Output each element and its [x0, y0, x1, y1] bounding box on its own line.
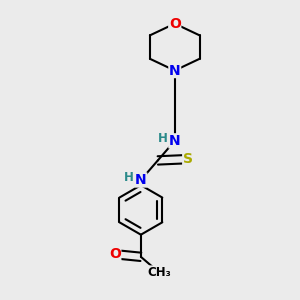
Text: CH₃: CH₃ [147, 266, 171, 279]
Text: H: H [158, 132, 168, 145]
Text: H: H [123, 171, 133, 184]
Text: N: N [169, 134, 181, 148]
Text: O: O [109, 247, 121, 261]
Text: N: N [135, 173, 147, 187]
Text: S: S [183, 152, 193, 166]
Text: N: N [169, 64, 181, 77]
Text: O: O [169, 16, 181, 31]
